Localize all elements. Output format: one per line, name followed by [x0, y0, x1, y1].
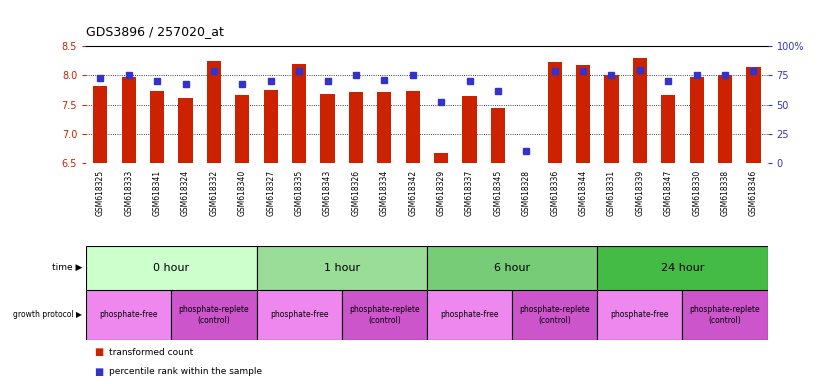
Text: GSM618331: GSM618331	[607, 170, 616, 216]
Bar	[172, 290, 256, 340]
Bar	[207, 61, 221, 163]
Text: 1 hour: 1 hour	[323, 263, 360, 273]
Text: GSM618342: GSM618342	[408, 170, 417, 216]
Text: phosphate-free: phosphate-free	[270, 310, 328, 319]
Text: ■: ■	[94, 366, 103, 377]
Text: phosphate-replete
(control): phosphate-replete (control)	[179, 305, 250, 324]
Bar	[256, 290, 342, 340]
Bar	[598, 290, 682, 340]
Bar	[718, 75, 732, 163]
Text: phosphate-replete
(control): phosphate-replete (control)	[520, 305, 590, 324]
Text: GSM618346: GSM618346	[749, 170, 758, 216]
Text: phosphate-free: phosphate-free	[99, 310, 158, 319]
Text: GSM618344: GSM618344	[579, 170, 588, 216]
Bar	[256, 246, 427, 290]
Bar	[178, 98, 193, 163]
Text: GSM618341: GSM618341	[153, 170, 162, 216]
Text: phosphate-free: phosphate-free	[440, 310, 499, 319]
Bar	[427, 246, 598, 290]
Text: GSM618345: GSM618345	[493, 170, 502, 216]
Text: GSM618332: GSM618332	[209, 170, 218, 216]
Text: GSM618336: GSM618336	[550, 170, 559, 216]
Text: GSM618334: GSM618334	[380, 170, 389, 216]
Text: GSM618325: GSM618325	[96, 170, 105, 216]
Bar	[661, 95, 676, 163]
Text: GSM618343: GSM618343	[323, 170, 332, 216]
Bar	[94, 86, 108, 163]
Bar	[491, 108, 505, 163]
Bar	[86, 246, 256, 290]
Bar	[548, 63, 562, 163]
Text: GSM618347: GSM618347	[663, 170, 672, 216]
Text: 6 hour: 6 hour	[494, 263, 530, 273]
Text: GDS3896 / 257020_at: GDS3896 / 257020_at	[86, 25, 224, 38]
Bar	[604, 75, 618, 163]
Text: GSM618327: GSM618327	[266, 170, 275, 216]
Bar	[576, 65, 590, 163]
Text: growth protocol ▶: growth protocol ▶	[13, 310, 82, 319]
Bar	[342, 290, 427, 340]
Bar	[434, 153, 448, 163]
Text: GSM618338: GSM618338	[721, 170, 730, 216]
Bar	[682, 290, 768, 340]
Text: phosphate-replete
(control): phosphate-replete (control)	[349, 305, 420, 324]
Text: GSM618324: GSM618324	[181, 170, 190, 216]
Bar	[512, 290, 598, 340]
Text: 0 hour: 0 hour	[154, 263, 190, 273]
Text: time ▶: time ▶	[52, 263, 82, 272]
Text: GSM618335: GSM618335	[295, 170, 304, 216]
Bar	[320, 94, 335, 163]
Bar	[122, 77, 136, 163]
Text: ■: ■	[94, 347, 103, 358]
Bar	[86, 290, 172, 340]
Bar	[377, 92, 392, 163]
Bar	[746, 67, 760, 163]
Bar	[427, 290, 512, 340]
Bar	[349, 92, 363, 163]
Text: GSM618326: GSM618326	[351, 170, 360, 216]
Bar	[264, 90, 277, 163]
Text: transformed count: transformed count	[109, 348, 194, 357]
Bar	[519, 162, 534, 163]
Text: GSM618330: GSM618330	[692, 170, 701, 216]
Text: phosphate-free: phosphate-free	[611, 310, 669, 319]
Text: 24 hour: 24 hour	[661, 263, 704, 273]
Text: GSM618339: GSM618339	[635, 170, 644, 216]
Bar	[150, 91, 164, 163]
Text: GSM618340: GSM618340	[238, 170, 247, 216]
Text: percentile rank within the sample: percentile rank within the sample	[109, 367, 263, 376]
Bar	[462, 96, 477, 163]
Bar	[406, 91, 420, 163]
Text: GSM618329: GSM618329	[437, 170, 446, 216]
Text: GSM618337: GSM618337	[465, 170, 474, 216]
Bar	[690, 76, 704, 163]
Bar	[236, 95, 250, 163]
Bar	[598, 246, 768, 290]
Bar	[633, 58, 647, 163]
Text: GSM618333: GSM618333	[124, 170, 133, 216]
Bar	[292, 64, 306, 163]
Text: phosphate-replete
(control): phosphate-replete (control)	[690, 305, 760, 324]
Text: GSM618328: GSM618328	[522, 170, 531, 216]
